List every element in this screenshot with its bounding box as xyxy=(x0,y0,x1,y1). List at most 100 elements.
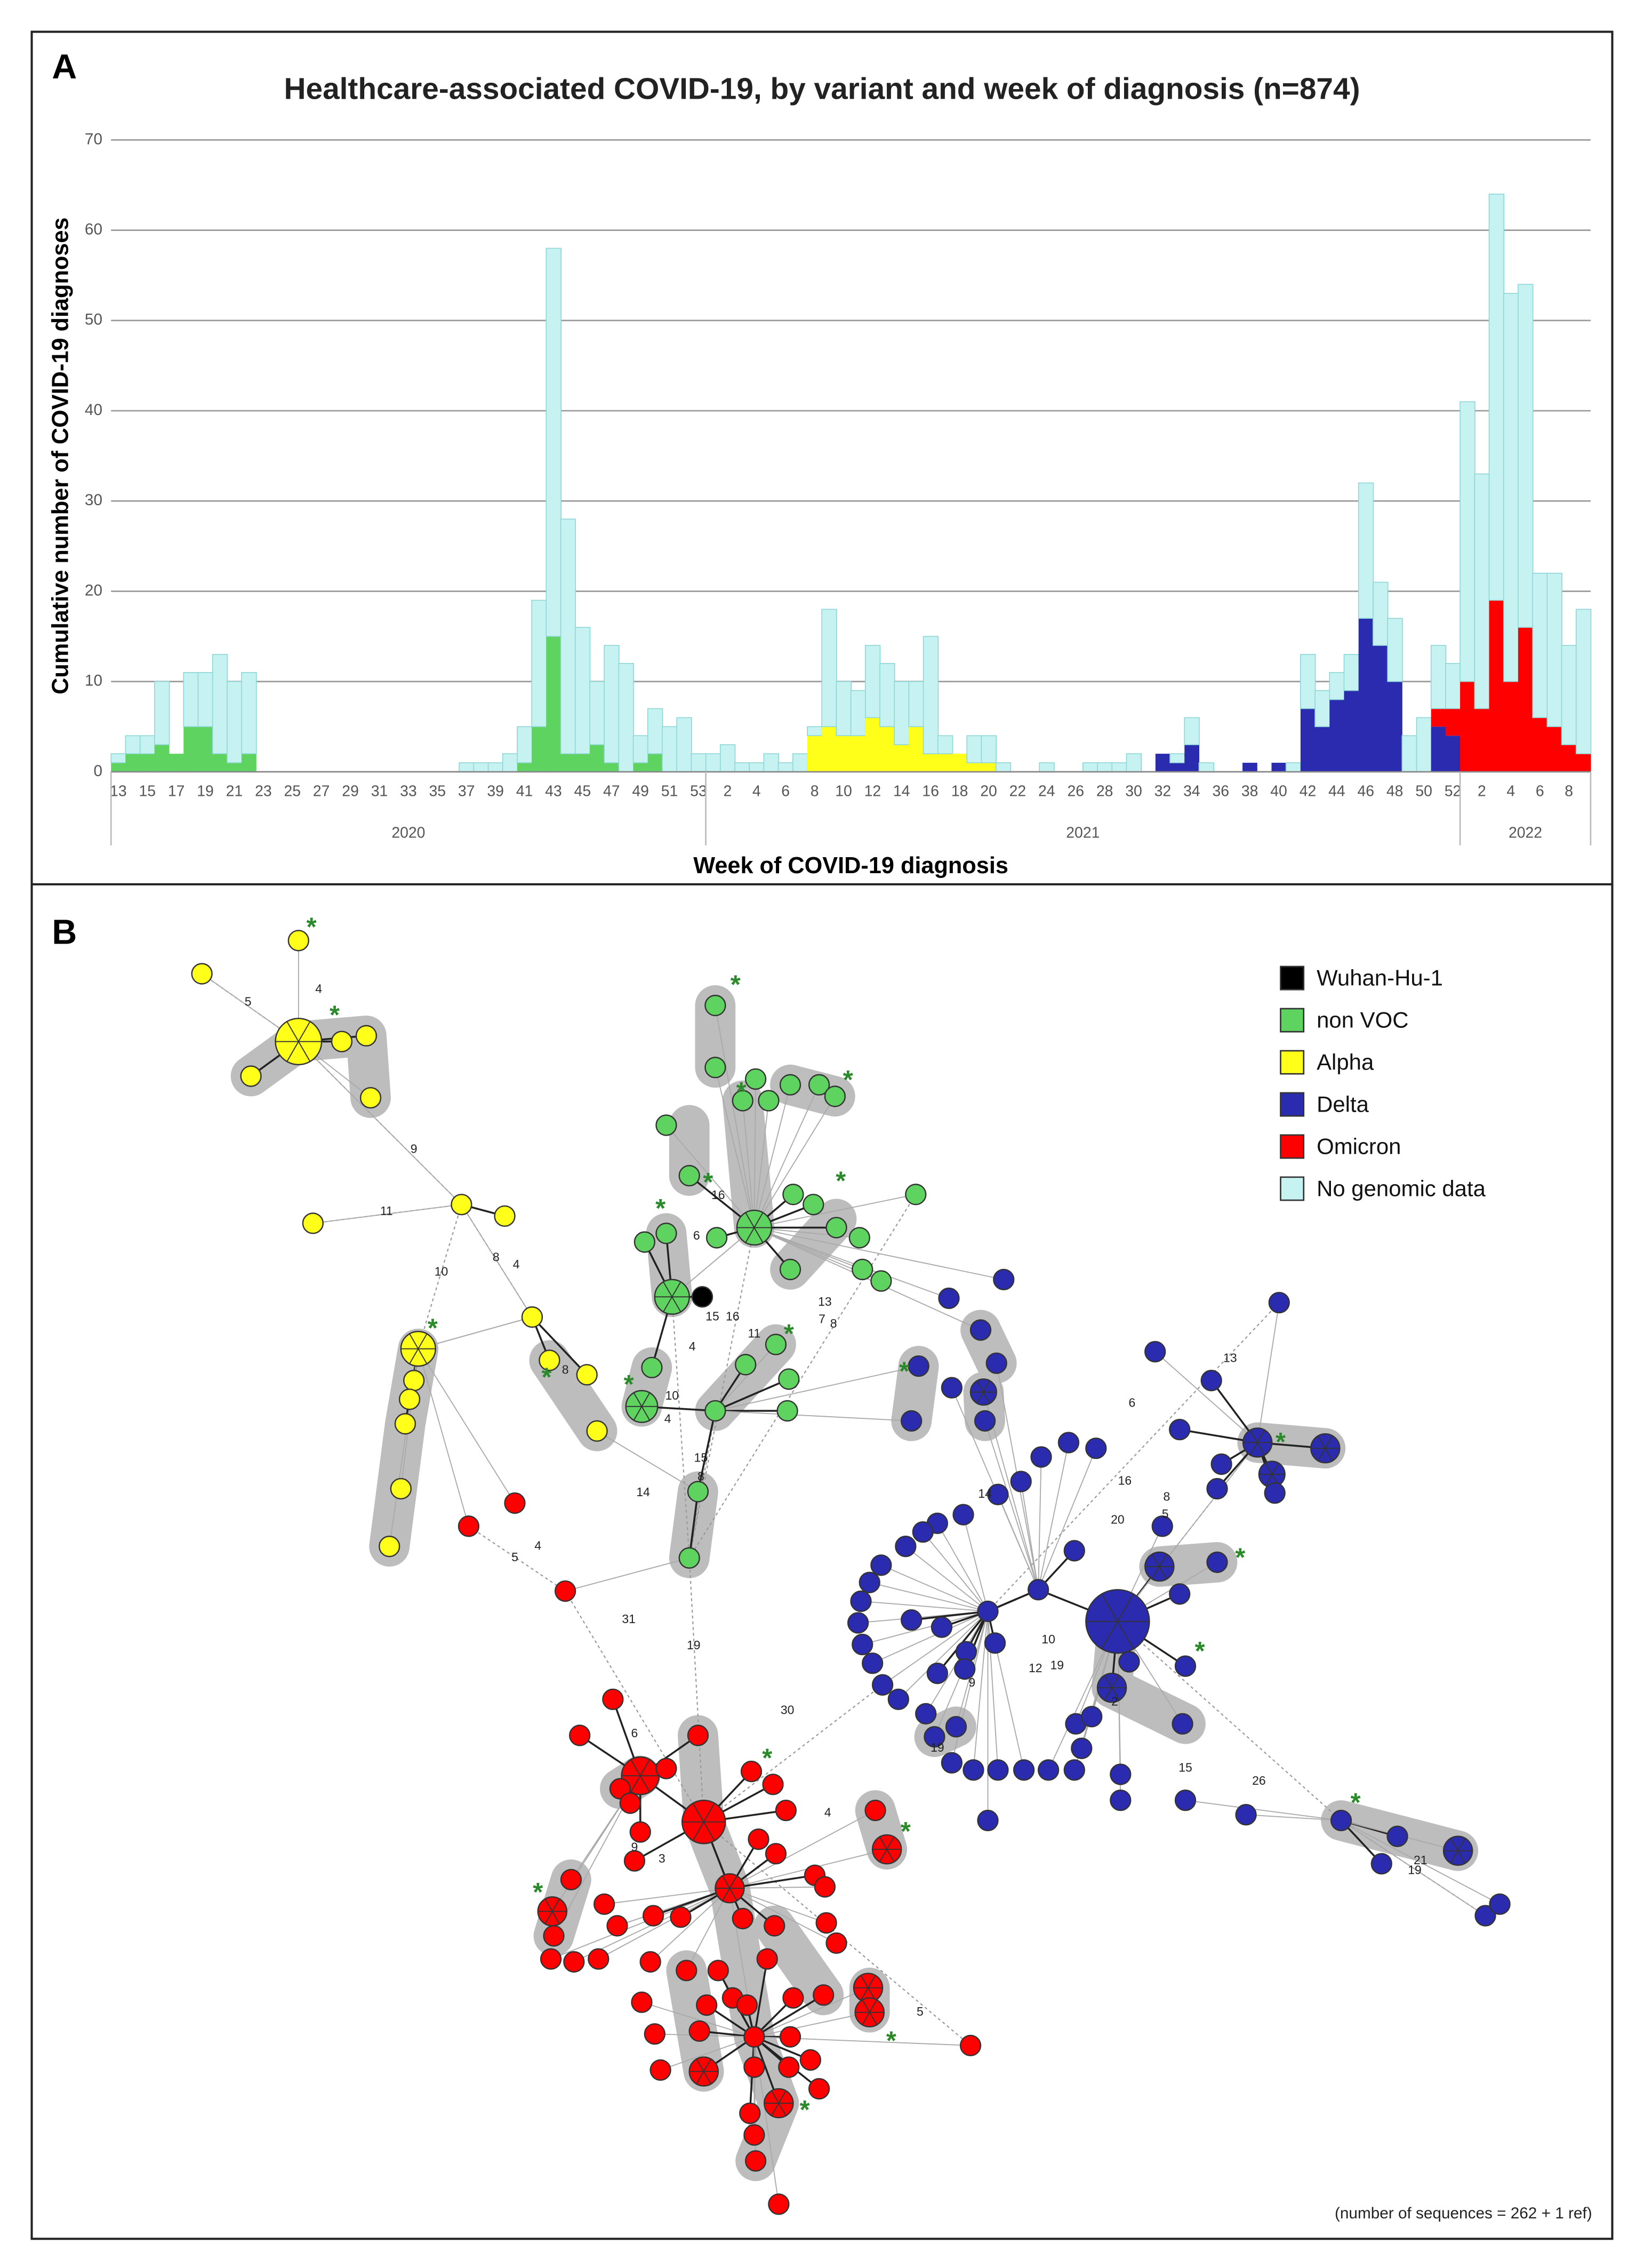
node xyxy=(825,1932,847,1954)
x-tick-label: 39 xyxy=(487,782,504,800)
node xyxy=(954,1658,976,1680)
edge xyxy=(753,1100,769,1228)
node-division xyxy=(1457,1850,1466,1864)
edge xyxy=(882,1611,989,1686)
node-division xyxy=(418,1333,428,1349)
edge-label: 7 xyxy=(819,1312,825,1326)
node xyxy=(631,1991,653,2013)
node-division xyxy=(983,1392,991,1404)
edge xyxy=(461,1204,533,1317)
bar-segment xyxy=(894,681,910,745)
node-division xyxy=(703,2058,712,2072)
x-tick-label: 52 xyxy=(1445,782,1462,800)
node-division xyxy=(868,1975,876,1989)
bar-segment xyxy=(1373,645,1388,772)
edge xyxy=(923,1531,989,1612)
edge xyxy=(729,1888,827,1923)
node xyxy=(687,1481,709,1503)
bar-segment xyxy=(763,753,779,772)
bar-segment xyxy=(1039,762,1055,772)
bar-segment xyxy=(1576,754,1591,772)
x-tick-label: 2 xyxy=(723,782,732,800)
bar-segment xyxy=(589,745,605,772)
x-tick-label: 30 xyxy=(1125,782,1142,800)
node xyxy=(1057,1432,1080,1454)
node xyxy=(808,1074,830,1096)
node xyxy=(302,1212,324,1234)
node xyxy=(451,1194,472,1216)
edge xyxy=(697,1410,717,1492)
edge xyxy=(905,1546,989,1612)
node xyxy=(390,1478,412,1500)
bar-segment xyxy=(1459,401,1475,682)
x-tick-label: 25 xyxy=(284,782,301,800)
node xyxy=(864,1799,886,1822)
bar-segment xyxy=(110,753,126,763)
bar-segment xyxy=(1329,699,1345,772)
node xyxy=(576,1364,598,1386)
node xyxy=(687,1724,709,1746)
node xyxy=(1063,1540,1085,1562)
node xyxy=(778,1368,800,1390)
node xyxy=(403,1370,425,1392)
node xyxy=(655,1758,677,1779)
node xyxy=(768,2193,790,2215)
edge xyxy=(881,1564,988,1612)
edge-label: 11 xyxy=(748,1327,760,1340)
edge-label: 4 xyxy=(824,1806,831,1819)
node-division xyxy=(409,1348,419,1364)
node xyxy=(1200,1370,1222,1392)
node-division xyxy=(1257,1430,1265,1443)
edge-label: 8 xyxy=(697,1469,704,1483)
edge xyxy=(742,1100,755,1228)
y-tick-label: 70 xyxy=(85,130,102,148)
bar-segment xyxy=(1184,745,1199,772)
x-tick-label: 6 xyxy=(781,782,790,800)
bar-segment xyxy=(1388,681,1402,772)
node xyxy=(704,1057,726,1079)
node-division xyxy=(1104,1675,1112,1688)
node-division xyxy=(544,1898,553,1912)
edge xyxy=(861,1601,988,1612)
x-tick-label: 31 xyxy=(371,782,388,800)
bar-segment xyxy=(1170,763,1185,772)
node xyxy=(985,1352,1007,1374)
x-tick-label: 45 xyxy=(574,782,591,800)
edge xyxy=(1117,1621,1342,1821)
edge-label: 4 xyxy=(513,1257,520,1271)
node-division xyxy=(1450,1850,1458,1864)
node-division xyxy=(639,1775,651,1793)
edge-label: 10 xyxy=(1041,1632,1055,1646)
node xyxy=(850,1590,872,1612)
node-division xyxy=(703,1822,715,1841)
node xyxy=(859,1571,880,1593)
node xyxy=(1489,1893,1511,1915)
node xyxy=(563,1951,585,1973)
node-division xyxy=(1271,1463,1279,1475)
edge-label: 5 xyxy=(245,995,252,1009)
node xyxy=(912,1521,934,1543)
node xyxy=(623,1850,646,1872)
bar-segment xyxy=(242,754,256,772)
panel-label: B xyxy=(52,913,77,952)
edge xyxy=(862,1610,988,1645)
bar-segment xyxy=(125,735,141,754)
bar-segment xyxy=(662,726,678,772)
edge-label: 19 xyxy=(1050,1658,1064,1672)
bar-segment xyxy=(1271,763,1287,772)
x-tick-label: 35 xyxy=(429,782,446,800)
bar-segment xyxy=(647,708,663,754)
legend-label: non VOC xyxy=(1317,1007,1408,1032)
edge-label: 5 xyxy=(511,1550,518,1564)
bar-segment xyxy=(923,636,939,754)
bar-segment xyxy=(1575,609,1592,754)
node-division xyxy=(1111,1675,1120,1688)
highlight-marker: * xyxy=(428,1314,438,1343)
node-division xyxy=(745,1227,755,1243)
edge-label: 4 xyxy=(315,981,322,995)
node xyxy=(969,1319,992,1341)
node xyxy=(963,1759,984,1781)
edge xyxy=(597,1431,699,1492)
node xyxy=(931,1616,953,1638)
bar-segment xyxy=(517,763,532,772)
